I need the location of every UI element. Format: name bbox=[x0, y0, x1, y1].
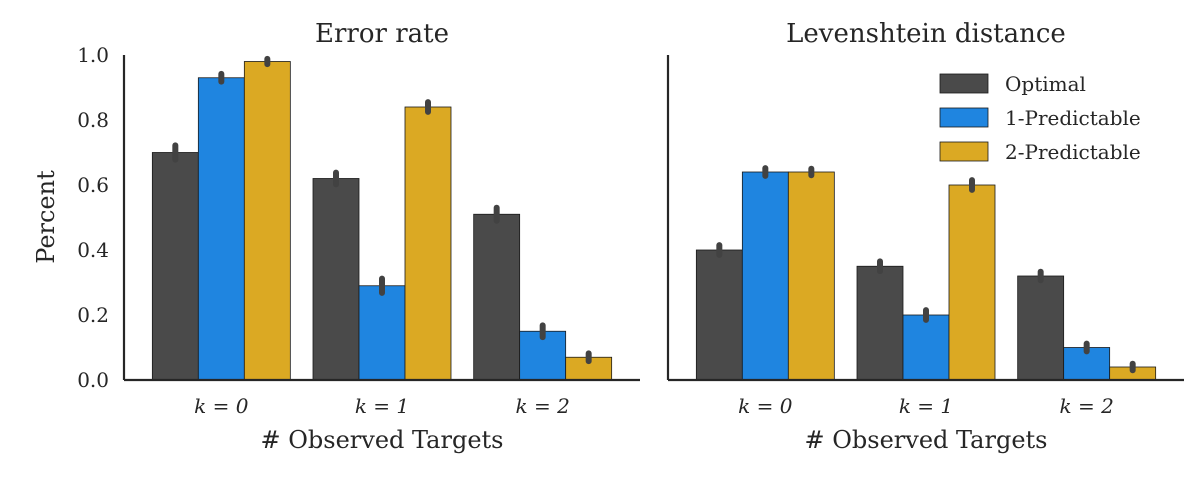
bar-2-predictable-k1 bbox=[948, 184, 996, 381]
category-labels: k = 0 k = 1 k = 2 bbox=[738, 394, 1114, 418]
x-axis-label: # Observed Targets bbox=[805, 426, 1048, 454]
y-tick-labels: 0.0 0.2 0.4 0.6 0.8 1.0 bbox=[77, 43, 109, 392]
bar-optimal-k1 bbox=[312, 178, 360, 381]
y-tick-label: 0.8 bbox=[77, 108, 109, 132]
legend-swatch bbox=[939, 141, 989, 162]
legend-swatch bbox=[939, 107, 989, 128]
levenshtein-bars bbox=[695, 165, 1157, 381]
legend-label: 1-Predictable bbox=[1005, 106, 1141, 130]
y-tick-label: 1.0 bbox=[77, 43, 109, 67]
x-axis-label: # Observed Targets bbox=[261, 426, 504, 454]
levenshtein-title: Levenshtein distance bbox=[786, 19, 1066, 49]
y-tick-label: 0.4 bbox=[77, 238, 109, 262]
bar-optimal-k0 bbox=[695, 249, 743, 381]
category-labels: k = 0 k = 1 k = 2 bbox=[194, 394, 570, 418]
bar-optimal-k2 bbox=[1017, 275, 1065, 381]
bar-2-predictable-k0 bbox=[243, 61, 291, 381]
category-label: k = 1 bbox=[899, 394, 953, 418]
category-label: k = 2 bbox=[1060, 394, 1114, 418]
legend-swatch bbox=[939, 73, 989, 94]
y-axis-label: Percent bbox=[32, 170, 60, 264]
y-tick-label: 0.0 bbox=[77, 368, 109, 392]
bar-1-predictable-k0 bbox=[197, 77, 245, 381]
bar-optimal-k2 bbox=[473, 213, 521, 381]
category-label: k = 0 bbox=[738, 394, 793, 418]
legend-label: 2-Predictable bbox=[1005, 140, 1141, 164]
error-rate-title: Error rate bbox=[315, 19, 449, 49]
bar-1-predictable-k1 bbox=[358, 285, 406, 381]
bar-2-predictable-k1 bbox=[404, 106, 452, 381]
levenshtein-panel: Levenshtein distance # Observed Targets … bbox=[666, 19, 1184, 454]
legend: Optimal 1-Predictable 2-Predictable bbox=[939, 72, 1141, 164]
error-rate-bars bbox=[151, 55, 613, 381]
y-tick-label: 0.2 bbox=[77, 303, 109, 327]
bar-1-predictable-k1 bbox=[902, 314, 950, 381]
bar-optimal-k0 bbox=[151, 152, 199, 381]
bar-optimal-k1 bbox=[856, 265, 904, 381]
category-label: k = 0 bbox=[194, 394, 249, 418]
category-label: k = 2 bbox=[516, 394, 570, 418]
category-label: k = 1 bbox=[355, 394, 409, 418]
bar-1-predictable-k0 bbox=[741, 171, 789, 381]
bar-2-predictable-k0 bbox=[787, 171, 835, 381]
y-tick-label: 0.6 bbox=[77, 173, 109, 197]
error-rate-panel: Error rate Percent # Observed Targets 0.… bbox=[32, 19, 640, 454]
legend-label: Optimal bbox=[1005, 72, 1086, 96]
